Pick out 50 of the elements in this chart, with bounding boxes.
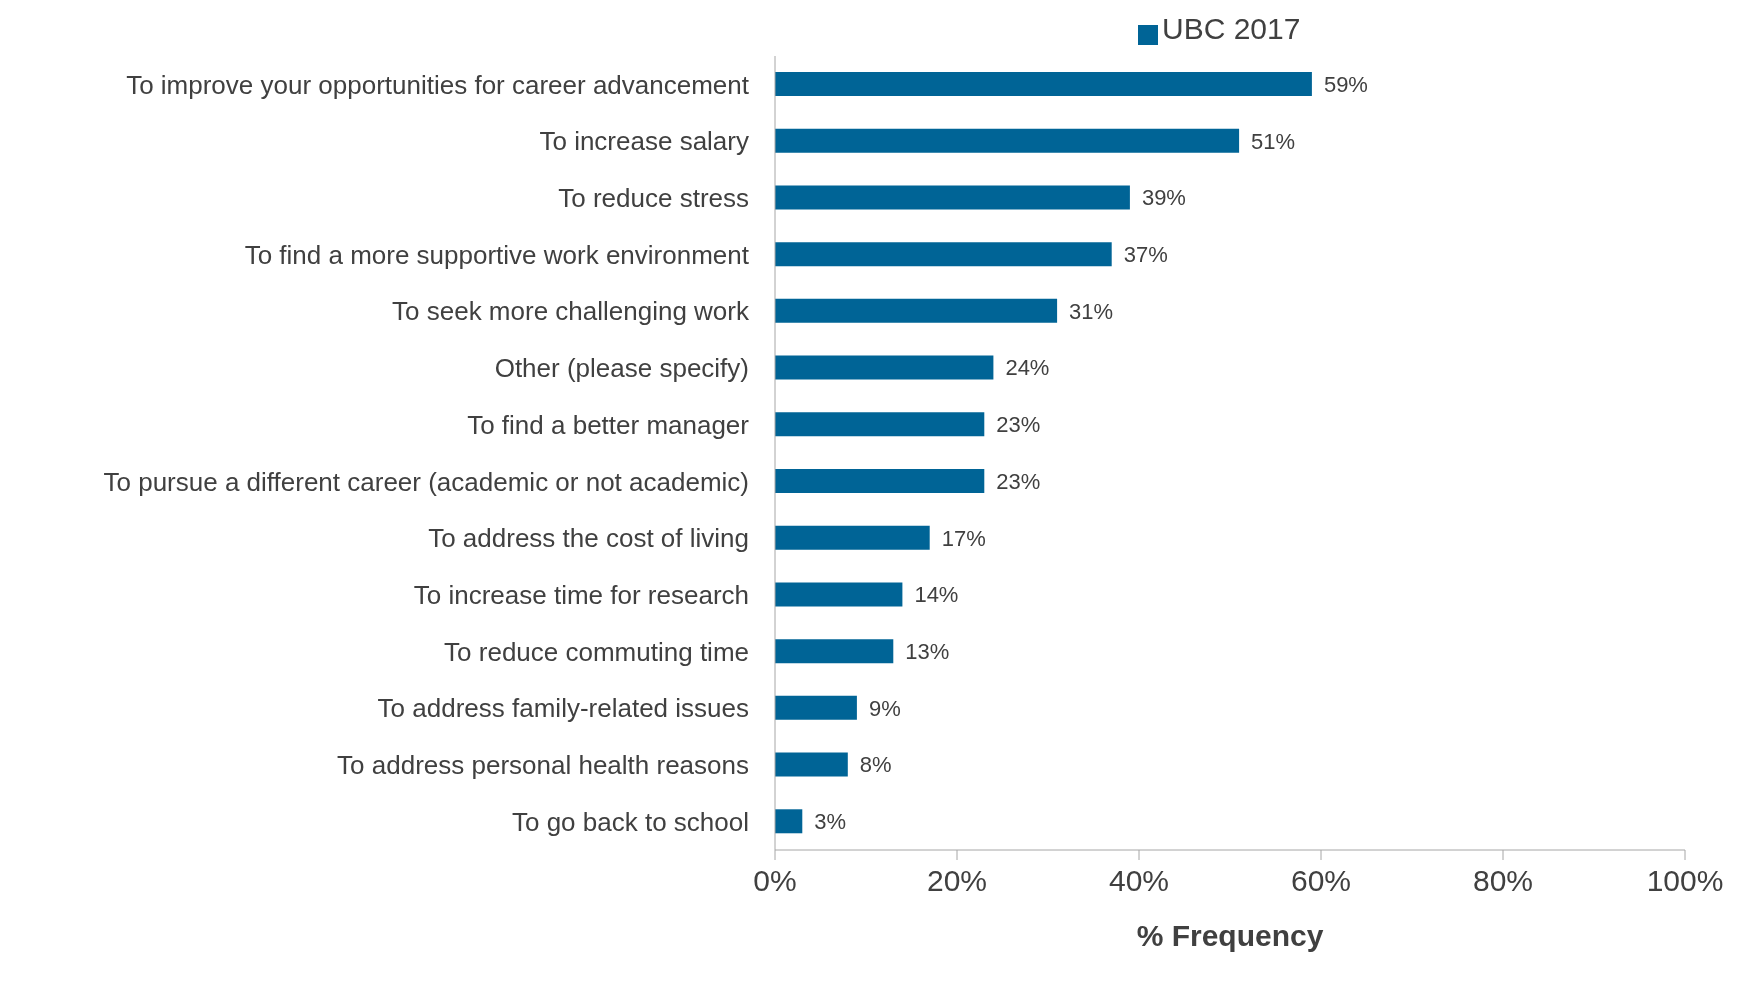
bar [775,412,985,437]
x-tick-label: 40% [1108,864,1170,898]
data-label: 37% [1123,241,1168,267]
y-tick-label: Other (please specify) [494,353,749,384]
data-label: 59% [1323,71,1368,97]
x-tick-label: 100% [1646,864,1724,898]
y-tick-label: To address the cost of living [428,523,749,554]
y-tick-label: To increase salary [539,126,749,157]
data-label: 51% [1251,128,1296,154]
bar [775,355,994,380]
y-tick-label: To find a better manager [467,409,750,440]
y-tick-label: To reduce stress [558,183,749,214]
data-label: 31% [1069,298,1114,324]
data-label: 17% [941,525,986,551]
y-tick-label: To address family-related issues [377,693,749,724]
x-tick-label: 60% [1290,864,1352,898]
x-axis-title: % Frequency [1136,919,1324,952]
bar [775,695,857,720]
data-label: 23% [996,468,1041,494]
bar [775,185,1130,210]
data-label: 23% [996,412,1041,438]
data-label: 14% [914,582,959,608]
y-tick-label: To reduce commuting time [444,636,749,667]
y-tick-label: To find a more supportive work environment [244,239,750,270]
bar [775,128,1240,153]
x-tick-label: 20% [926,864,988,898]
y-tick-label: To address personal health reasons [337,750,749,781]
bar [775,72,1312,96]
y-tick-label: To increase time for research [413,580,749,611]
data-label: 24% [1005,355,1050,381]
y-tick-label: To pursue a different career (academic or not academic) [103,466,749,497]
y-tick-label: To improve your opportunities for career advancement [126,69,750,100]
y-tick-label: To go back to school [511,806,749,837]
data-label: 9% [868,695,901,721]
data-label: 8% [859,752,892,778]
bar [775,242,1112,267]
data-label: 3% [814,809,847,835]
x-tick-label: 0% [753,864,797,898]
bar [775,298,1058,323]
x-tick-label: 80% [1472,864,1534,898]
bar [775,469,985,493]
bar [775,639,894,664]
data-label: 13% [905,638,950,664]
bar [775,752,848,777]
bar [775,525,930,550]
y-tick-label: To seek more challenging work [392,296,750,327]
data-label: 39% [1141,185,1186,211]
bar [775,809,803,834]
legend-label: UBC 2017 [1162,12,1301,45]
bar [775,582,903,607]
